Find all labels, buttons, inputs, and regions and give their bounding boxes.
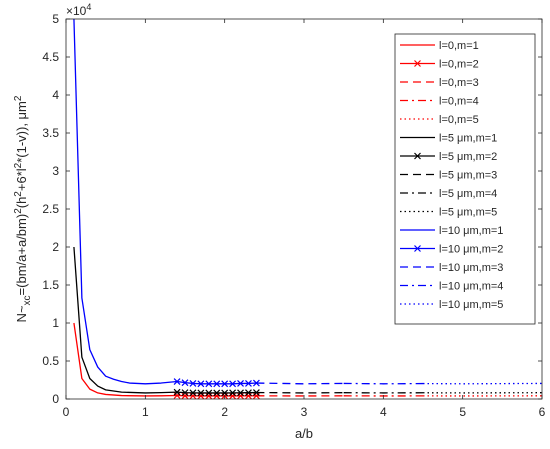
legend-label: l=0,m=2 <box>439 59 479 71</box>
y-tick-label: 2.5 <box>42 202 59 216</box>
legend-label: l=5 μm,m=5 <box>439 207 497 219</box>
y-multiplier: ×104 <box>66 2 91 18</box>
y-tick-label: 3.5 <box>42 126 59 140</box>
series-layer <box>73 19 542 399</box>
y-tick-label: 0 <box>52 392 59 406</box>
data-point <box>213 389 221 397</box>
x-axis-label: a/b <box>295 426 313 441</box>
y-tick-label: 1 <box>52 316 59 330</box>
legend-label: l=5 μm,m=2 <box>439 151 497 163</box>
legend-label: l=10 μm,m=5 <box>439 299 503 311</box>
x-tick-label: 4 <box>380 405 387 419</box>
y-tick-label: 4.5 <box>42 50 59 64</box>
legend: l=0,m=1 l=0,m=2 l=0,m=3 l=0,m=4 l=0,m=5 l=5 μ… <box>394 33 536 325</box>
data-point <box>181 379 189 387</box>
y-tick-label: 0.5 <box>42 354 59 368</box>
data-point <box>245 389 252 397</box>
data-point <box>189 389 197 397</box>
data-point <box>213 392 221 399</box>
legend-label: l=5 μm,m=3 <box>439 170 497 182</box>
data-point <box>189 379 197 387</box>
data-point <box>197 389 205 397</box>
data-point <box>229 389 237 397</box>
legend-label: l=10 μm,m=1 <box>439 225 503 237</box>
legend-label: l=5 μm,m=1 <box>439 133 497 145</box>
legend-label: l=5 μm,m=4 <box>439 188 497 200</box>
y-tick-label: 3 <box>52 164 59 178</box>
data-point <box>229 380 237 388</box>
legend-label: l=0,m=4 <box>439 96 479 108</box>
data-point <box>229 392 237 399</box>
data-point <box>213 380 221 388</box>
data-point <box>189 392 197 399</box>
data-point <box>181 389 189 397</box>
y-tick-label: 2 <box>52 240 59 254</box>
legend-label: l=10 μm,m=4 <box>439 281 503 293</box>
legend-marker <box>414 60 421 67</box>
series-line <box>73 322 178 397</box>
series-line <box>256 382 344 385</box>
y-tick-label: 1.5 <box>42 278 59 292</box>
x-tick-label: 2 <box>221 405 228 419</box>
legend-label: l=0,m=5 <box>439 114 479 126</box>
data-point <box>245 379 252 387</box>
data-point <box>205 380 213 388</box>
x-tick-label: 6 <box>539 405 546 419</box>
y-tick-label: 4 <box>52 88 59 102</box>
data-point <box>205 389 213 397</box>
legend-marker <box>414 152 421 160</box>
legend-label: l=0,m=3 <box>439 77 479 89</box>
data-point <box>237 392 244 399</box>
series-line <box>73 19 178 385</box>
series-line <box>73 246 178 394</box>
data-point <box>205 392 213 399</box>
data-point <box>221 389 229 397</box>
legend-label: l=10 μm,m=2 <box>439 244 503 256</box>
x-tick-label: 5 <box>459 405 466 419</box>
y-tick-label: 5 <box>52 12 59 26</box>
legend-label: l=0,m=1 <box>439 40 479 52</box>
data-point <box>197 392 205 399</box>
x-axis: 0 1 2 3 4 5 6 <box>63 19 546 419</box>
data-point <box>173 388 181 396</box>
data-point <box>173 378 181 385</box>
y-axis-label: N~xc=(bm/a+a/bm)2(h2+6*l2*(1-v)), μm2 <box>13 95 33 322</box>
legend-label: l=10 μm,m=3 <box>439 262 503 274</box>
data-point <box>221 380 229 388</box>
x-tick-label: 1 <box>142 405 149 419</box>
data-point <box>197 380 205 388</box>
x-tick-label: 3 <box>301 405 308 419</box>
legend-marker <box>414 245 421 252</box>
data-point <box>237 379 244 387</box>
data-point <box>237 389 244 397</box>
x-tick-label: 0 <box>63 405 70 419</box>
y-axis: 0 0.5 1 1.5 2 2.5 3 3.5 4 4.5 5 <box>42 12 542 406</box>
